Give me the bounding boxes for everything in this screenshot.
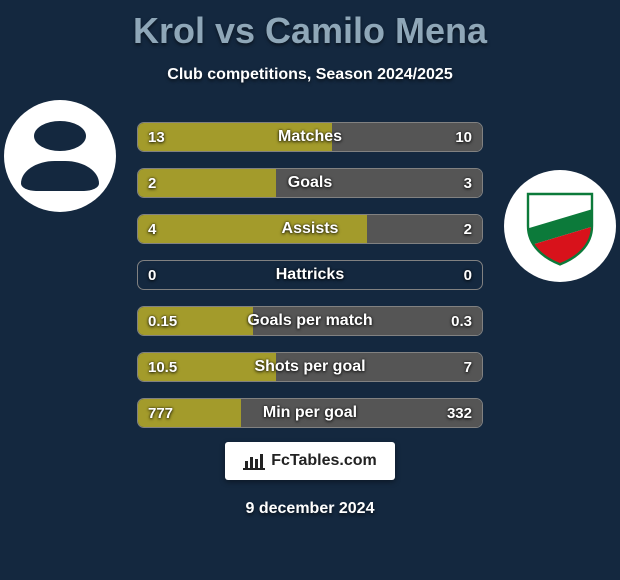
stat-bar-right (332, 123, 482, 151)
brand-badge: FcTables.com (225, 442, 395, 480)
stat-row: 1310Matches (137, 122, 483, 152)
stat-label: Hattricks (138, 261, 482, 289)
stat-bar-right (367, 215, 482, 243)
stat-bar-left (138, 353, 276, 381)
stat-bar-right (276, 169, 482, 197)
player-right-avatar (504, 170, 616, 282)
stat-bar-left (138, 307, 253, 335)
stat-bar-left (138, 169, 276, 197)
page-title: Krol vs Camilo Mena (0, 0, 620, 52)
stat-bar-left (138, 399, 241, 427)
subtitle: Club competitions, Season 2024/2025 (0, 66, 620, 84)
brand-text: FcTables.com (271, 452, 377, 470)
stat-row: 10.57Shots per goal (137, 352, 483, 382)
club-crest-icon (520, 186, 600, 266)
stat-row: 23Goals (137, 168, 483, 198)
player-left-avatar (4, 100, 116, 212)
date-label: 9 december 2024 (0, 500, 620, 518)
stats-bars: 1310Matches 23Goals 42Assists 0 0Hattricks 0.… (137, 122, 483, 444)
stat-bar-right (253, 307, 482, 335)
stat-row: 0 0Hattricks (137, 260, 483, 290)
silhouette-icon (15, 111, 105, 201)
stat-row: 42Assists (137, 214, 483, 244)
stat-bar-right (276, 353, 482, 381)
stat-value-right: 0 (464, 261, 472, 289)
stat-row: 777332Min per goal (137, 398, 483, 428)
stat-row: 0.150.3Goals per match (137, 306, 483, 336)
stat-bar-left (138, 123, 332, 151)
stat-value-left: 0 (148, 261, 156, 289)
stat-bar-right (241, 399, 482, 427)
stat-bar-left (138, 215, 367, 243)
chart-icon (243, 452, 265, 470)
